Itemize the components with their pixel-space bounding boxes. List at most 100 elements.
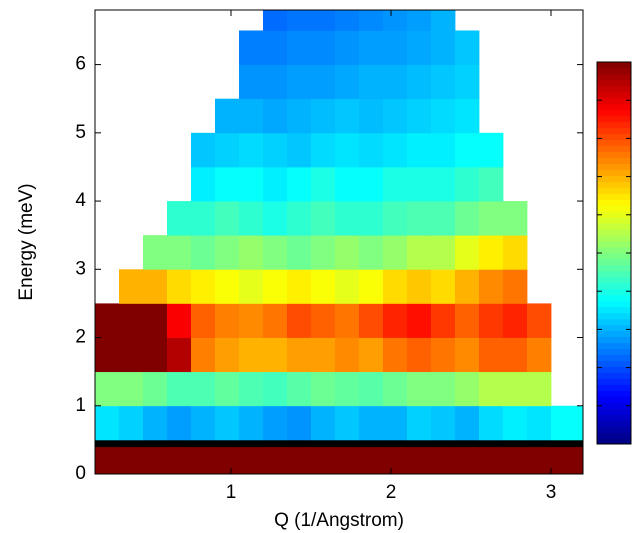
- heatmap-cell: [167, 201, 192, 236]
- colorbar-step: [597, 175, 631, 182]
- colorbar-step: [597, 62, 631, 69]
- heatmap-cell: [191, 303, 216, 338]
- colorbar-step: [597, 294, 631, 302]
- colorbar-step: [597, 270, 631, 278]
- heatmap-cell: [191, 371, 216, 407]
- heatmap-cell: [455, 446, 480, 475]
- heatmap-cell: [383, 371, 408, 407]
- colorbar-step: [597, 127, 631, 135]
- heatmap-cell: [503, 201, 528, 236]
- colorbar-step: [597, 217, 631, 224]
- heatmap-cell: [359, 98, 384, 134]
- heatmap-cell: [287, 303, 312, 338]
- colorbar-step: [597, 199, 631, 206]
- heatmap-cell: [455, 371, 480, 407]
- heatmap-cell: [503, 405, 528, 441]
- heatmap-cell: [335, 30, 360, 65]
- heatmap-cell: [119, 303, 144, 338]
- colorbar-step: [597, 300, 631, 308]
- heatmap-cell: [431, 10, 456, 31]
- heatmap-cell: [335, 337, 360, 373]
- colorbar-step: [597, 366, 631, 373]
- heatmap-cell: [383, 269, 408, 304]
- colorbar-step: [597, 420, 631, 427]
- heatmap-cell: [239, 64, 264, 100]
- heatmap-cell: [215, 439, 240, 448]
- colorbar-step: [597, 414, 631, 421]
- heatmap-cell: [239, 166, 264, 202]
- colorbar-step: [597, 390, 631, 397]
- heatmap-cell: [431, 269, 456, 304]
- plot-frame: [94, 9, 584, 475]
- heatmap-cell: [95, 371, 120, 407]
- heatmap-cell: [407, 446, 432, 475]
- heatmap-cell: [239, 132, 264, 168]
- colorbar-step: [597, 151, 631, 158]
- heatmap-cell: [455, 30, 480, 65]
- heatmap-cell: [335, 132, 360, 168]
- heatmap-cell: [383, 201, 408, 236]
- heatmap-cell: [215, 201, 240, 236]
- colorbar-step: [597, 330, 631, 338]
- heatmap-cell: [143, 371, 168, 407]
- heatmap-cell: [239, 446, 264, 475]
- heatmap-cell: [527, 371, 552, 407]
- heatmap-cell: [287, 166, 312, 202]
- heatmap-cell: [263, 439, 288, 448]
- heatmap-cell: [215, 337, 240, 373]
- colorbar-step: [597, 193, 631, 200]
- colorbar-step: [597, 145, 631, 153]
- x-tick-label: 1: [226, 482, 237, 503]
- heatmap-cell: [263, 337, 288, 373]
- heatmap-cell: [383, 98, 408, 134]
- heatmap-cell: [95, 337, 120, 373]
- colorbar-step: [597, 163, 631, 170]
- heatmap-cell: [431, 303, 456, 338]
- heatmap-cell: [335, 405, 360, 441]
- heatmap-cell: [143, 446, 168, 475]
- heatmap-cell: [335, 303, 360, 338]
- colorbar-step: [597, 115, 631, 123]
- heatmap-cell: [431, 201, 456, 236]
- heatmap-cell: [335, 235, 360, 270]
- heatmap-cell: [215, 371, 240, 407]
- colorbar-step: [597, 133, 631, 141]
- heatmap-cell: [503, 269, 528, 304]
- heatmap-cell: [239, 439, 264, 448]
- colorbar-step: [597, 67, 631, 75]
- heatmap-cell: [239, 303, 264, 338]
- heatmap-cell: [287, 201, 312, 236]
- heatmap-cell: [455, 405, 480, 441]
- heatmap-cell: [215, 132, 240, 168]
- heatmap-cell: [479, 446, 504, 475]
- heatmap-cell: [95, 405, 120, 441]
- x-axis-label: Q (1/Angstrom): [274, 510, 404, 531]
- heatmap-cell: [95, 303, 120, 338]
- heatmap-cell: [143, 439, 168, 448]
- heatmap-cell: [359, 405, 384, 441]
- heatmap-cell: [167, 439, 192, 448]
- heatmap-cell: [335, 269, 360, 304]
- heatmap-cell: [119, 371, 144, 407]
- heatmap-cell: [311, 235, 336, 270]
- y-axis-label: Energy (meV): [16, 183, 37, 300]
- heatmap-cell: [287, 10, 312, 31]
- heatmap-cell: [239, 337, 264, 373]
- heatmap-cell: [335, 446, 360, 475]
- heatmap-cell: [359, 166, 384, 202]
- colorbar-step: [597, 372, 631, 379]
- heatmap-cell: [119, 439, 144, 448]
- heatmap-cell: [431, 30, 456, 65]
- heatmap-cell: [503, 439, 528, 448]
- heatmap-cell: [455, 64, 480, 100]
- heatmap-cell: [335, 201, 360, 236]
- heatmap-cell: [407, 235, 432, 270]
- heatmap-cell: [239, 235, 264, 270]
- heatmap-cell: [311, 303, 336, 338]
- heatmap-cell: [503, 446, 528, 475]
- heatmap-cell: [503, 371, 528, 407]
- heatmap-cell: [455, 269, 480, 304]
- heatmap-cell: [191, 337, 216, 373]
- heatmap-cell: [287, 446, 312, 475]
